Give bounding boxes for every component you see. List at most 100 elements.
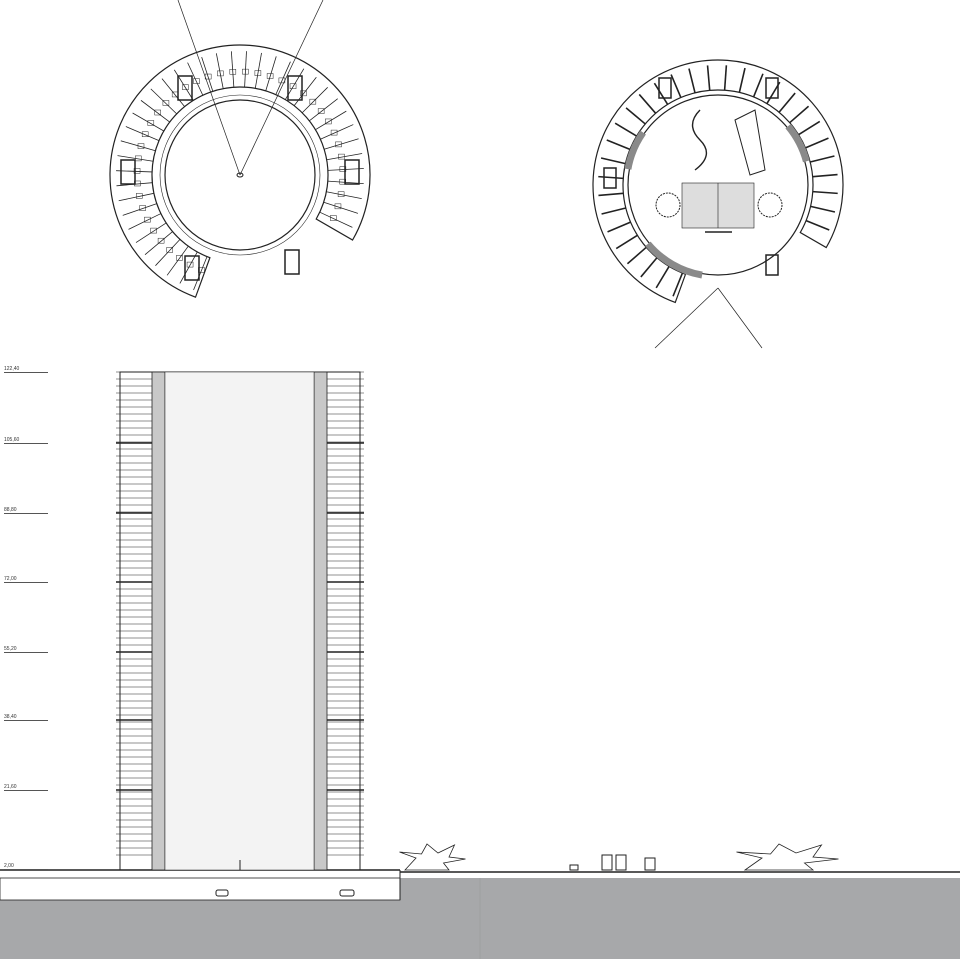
room-fixture — [278, 77, 286, 84]
stair-core — [765, 254, 779, 276]
room-fixture — [147, 120, 155, 126]
room-fixture — [334, 203, 342, 210]
room-fixture — [154, 109, 161, 116]
level-label: 105,60 — [4, 437, 48, 444]
car — [569, 864, 579, 871]
fin-wall — [672, 272, 684, 297]
fin-wall — [601, 207, 627, 215]
fin-wall — [752, 73, 764, 98]
fin-wall — [688, 68, 696, 94]
stair-core — [287, 75, 303, 101]
unit-wall — [166, 245, 189, 276]
room-fixture — [135, 155, 142, 162]
fin-wall — [670, 74, 682, 98]
room-fixture — [176, 255, 183, 261]
unit-wall — [187, 62, 204, 96]
fin-wall — [598, 192, 624, 197]
tree-canopy — [757, 192, 783, 218]
room-fixture — [289, 83, 297, 89]
core-left — [151, 371, 166, 871]
sight-line — [717, 287, 763, 349]
corridor-ring — [159, 94, 321, 256]
sight-line — [177, 0, 241, 176]
unit-wall — [179, 251, 198, 284]
room-fixture — [141, 131, 149, 138]
fin-wall — [606, 139, 631, 151]
room-fixture — [166, 247, 174, 253]
sight-line — [239, 0, 324, 176]
underground-road — [0, 877, 401, 901]
fin-wall — [607, 221, 631, 233]
sight-line — [654, 287, 719, 349]
unit-wall — [315, 110, 347, 131]
level-label: 122,40 — [4, 366, 48, 373]
unit-wall — [161, 78, 185, 107]
room-fixture — [133, 168, 141, 174]
level-label: 2,00 — [4, 863, 48, 870]
core-wall — [645, 241, 703, 279]
fin-wall — [789, 105, 810, 124]
room-fixture — [229, 69, 237, 75]
room-fixture — [182, 84, 189, 90]
room-fixture — [157, 237, 165, 244]
unit-wall — [293, 77, 317, 106]
stair-core — [184, 255, 200, 281]
fin-wall — [723, 65, 728, 91]
fin-wall — [738, 67, 746, 93]
fin-wall — [809, 155, 835, 163]
unit-wall — [301, 87, 328, 114]
unit-wall — [173, 69, 194, 101]
fin-wall — [614, 122, 637, 137]
viewpoint-marker — [236, 172, 244, 178]
fin-wall — [626, 246, 647, 265]
fin-wall — [600, 157, 626, 165]
tree — [399, 843, 466, 871]
stair-core — [120, 159, 136, 185]
room-fixture — [337, 191, 345, 197]
room-fixture — [254, 70, 262, 76]
core-wall — [624, 130, 646, 170]
room-fixture — [330, 129, 338, 136]
courtyard-void — [164, 99, 316, 251]
fin-wall — [655, 266, 670, 289]
room-fixture — [309, 98, 317, 105]
fin-wall — [615, 234, 638, 250]
room-fixture — [339, 166, 347, 172]
sculpture-path — [691, 109, 708, 171]
unit-wall — [320, 124, 354, 140]
stair-core — [284, 249, 300, 275]
room-fixture — [150, 227, 157, 234]
garden-ring — [627, 94, 809, 276]
stair-core — [603, 167, 617, 189]
level-label: 21,60 — [4, 784, 48, 791]
stair-core — [177, 75, 193, 101]
fin-wall — [805, 137, 829, 149]
unit-wall — [128, 213, 162, 230]
level-label: 55,20 — [4, 646, 48, 653]
tree — [736, 843, 839, 871]
atrium — [164, 371, 315, 871]
room-fixture — [193, 78, 200, 84]
tram — [601, 854, 613, 871]
fin-wall — [706, 65, 711, 91]
tram — [615, 854, 627, 871]
fin-wall — [805, 219, 830, 231]
fin-wall — [778, 92, 796, 113]
level-label: 38,40 — [4, 714, 48, 721]
fin-wall — [625, 107, 646, 125]
fin-wall — [810, 205, 836, 213]
room-fixture — [242, 68, 249, 75]
room-fixture — [186, 261, 194, 268]
unit-wall — [132, 112, 164, 132]
bus — [644, 857, 656, 871]
car — [339, 889, 355, 897]
fin-wall — [640, 257, 658, 278]
room-fixture — [144, 216, 151, 223]
level-label: 88,80 — [4, 507, 48, 514]
room-fixture — [136, 193, 143, 199]
room-fixture — [204, 73, 212, 80]
unit-wall — [319, 211, 353, 228]
room-fixture — [338, 153, 345, 160]
room-fixture — [137, 143, 145, 149]
